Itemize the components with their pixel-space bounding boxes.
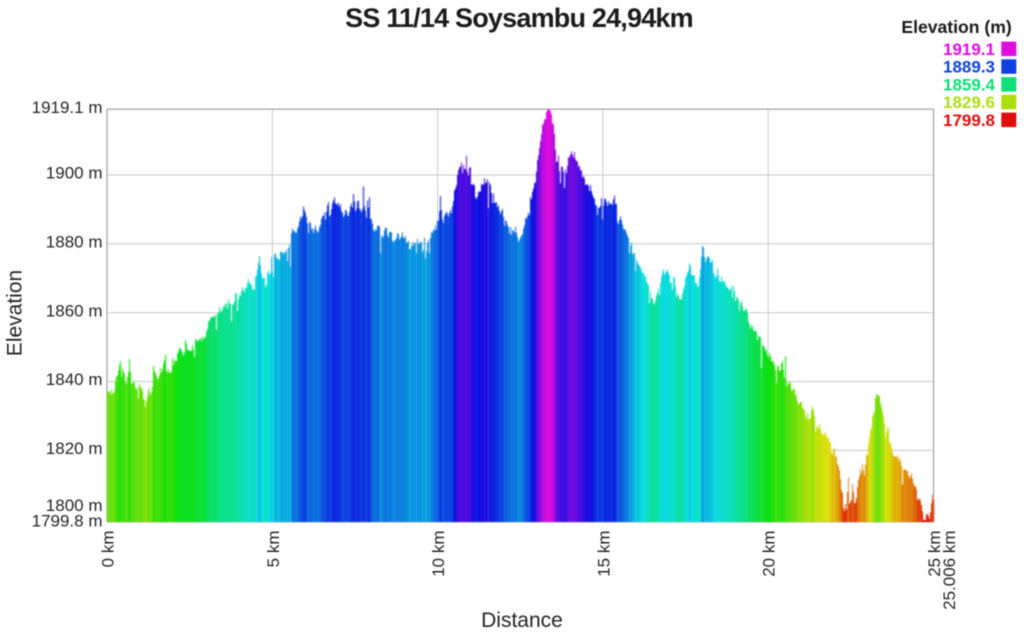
- svg-text:1829.6: 1829.6: [943, 93, 995, 112]
- svg-text:15 km: 15 km: [594, 531, 613, 577]
- svg-text:1859.4: 1859.4: [943, 75, 996, 94]
- svg-text:20 km: 20 km: [760, 531, 779, 577]
- svg-text:5 km: 5 km: [264, 531, 283, 568]
- svg-text:1919.1 m: 1919.1 m: [32, 98, 103, 117]
- svg-text:1799.8 m: 1799.8 m: [32, 512, 103, 531]
- svg-text:1840 m: 1840 m: [46, 370, 103, 389]
- svg-text:10 km: 10 km: [429, 531, 448, 577]
- svg-text:1820 m: 1820 m: [46, 439, 103, 458]
- svg-text:1889.3: 1889.3: [943, 58, 995, 77]
- svg-text:1919.1: 1919.1: [943, 40, 995, 59]
- svg-text:25 km: 25 km: [925, 531, 944, 577]
- svg-text:SS 11/14 Soysambu 24,94km: SS 11/14 Soysambu 24,94km: [345, 3, 693, 33]
- svg-text:1800 m: 1800 m: [46, 496, 103, 515]
- svg-text:1900 m: 1900 m: [46, 164, 103, 183]
- svg-text:1860 m: 1860 m: [46, 301, 103, 320]
- svg-text:1880 m: 1880 m: [46, 232, 103, 251]
- svg-text:1799.8: 1799.8: [943, 111, 995, 130]
- svg-text:Elevation (m): Elevation (m): [901, 17, 1011, 37]
- svg-text:Elevation: Elevation: [4, 270, 27, 356]
- svg-text:25.006 km: 25.006 km: [940, 531, 959, 610]
- svg-text:Distance: Distance: [481, 609, 563, 630]
- svg-text:0 km: 0 km: [99, 531, 118, 568]
